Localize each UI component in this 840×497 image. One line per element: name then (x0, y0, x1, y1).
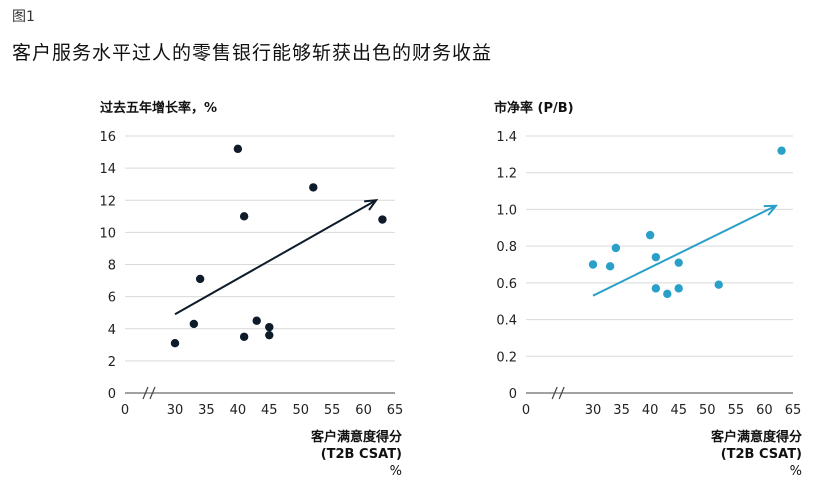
data-point (265, 330, 274, 340)
y-tick-label: 0.4 (496, 314, 517, 329)
x-tick-label: 35 (198, 403, 215, 418)
y-axis-label: 过去五年增长率，% (100, 100, 217, 116)
y-tick-label: 2 (108, 355, 116, 370)
y-tick-label: 14 (99, 162, 116, 177)
x-tick-label: 60 (355, 403, 372, 418)
y-tick-label: 0 (509, 387, 517, 402)
y-axis-label: 市净率 (P/B) (494, 100, 574, 116)
data-point (674, 284, 683, 293)
x-tick-label: 0 (522, 403, 530, 418)
data-point (645, 230, 655, 240)
x-tick-label: 50 (292, 403, 309, 418)
y-tick-label: 10 (99, 226, 116, 241)
x-tick-label: 55 (728, 403, 745, 418)
trend-arrowhead (763, 204, 779, 216)
trend-line (592, 204, 777, 297)
data-point (588, 260, 598, 269)
data-point (309, 183, 318, 192)
data-point (239, 212, 249, 221)
data-point (777, 146, 786, 155)
data-point (651, 284, 661, 293)
y-tick-label: 8 (108, 259, 116, 274)
x-tick-label: 30 (585, 403, 602, 418)
data-point (195, 274, 205, 284)
x-axis-label: 客户满意度得分 (711, 429, 802, 445)
data-point (714, 280, 723, 289)
trend-line (174, 199, 377, 316)
x-axis-label: 客户满意度得分 (311, 429, 402, 445)
data-point (189, 319, 199, 329)
x-tick-label: 45 (670, 403, 687, 418)
y-tick-label: 0.2 (496, 350, 517, 365)
x-axis-label: (T2B CSAT) (321, 447, 402, 462)
data-point (265, 322, 274, 332)
x-tick-label: 45 (261, 403, 278, 418)
y-tick-label: 0.6 (496, 277, 517, 292)
data-point (378, 215, 387, 224)
data-point (651, 252, 661, 262)
data-point (252, 316, 261, 325)
x-tick-label: 40 (642, 403, 659, 418)
data-point (605, 262, 615, 271)
trend-arrowhead (364, 199, 379, 211)
data-point (233, 144, 243, 154)
x-axis-label: % (790, 464, 802, 479)
page-title: 客户服务水平过人的零售银行能够斩获出色的财务收益 (12, 42, 493, 64)
y-tick-label: 1.2 (496, 167, 517, 182)
y-tick-label: 1.0 (496, 203, 517, 218)
data-point (611, 243, 621, 253)
x-tick-label: 65 (785, 403, 802, 418)
x-tick-label: 50 (699, 403, 716, 418)
axis-break-mark (558, 386, 565, 400)
data-point (239, 332, 249, 341)
x-tick-label: 65 (387, 403, 404, 418)
axis-break-mark (551, 386, 558, 400)
x-axis-label: % (390, 464, 402, 479)
data-point (170, 339, 180, 348)
x-tick-label: 60 (756, 403, 773, 418)
y-tick-label: 6 (108, 291, 116, 306)
data-point (674, 258, 683, 267)
y-tick-label: 16 (99, 130, 116, 145)
data-point (663, 289, 672, 299)
x-axis-label: (T2B CSAT) (721, 447, 802, 462)
x-tick-label: 30 (167, 403, 184, 418)
y-tick-label: 4 (108, 323, 116, 338)
x-tick-label: 55 (324, 403, 341, 418)
x-tick-label: 35 (613, 403, 630, 418)
x-tick-label: 40 (230, 403, 247, 418)
y-tick-label: 12 (99, 194, 116, 209)
y-tick-label: 1.4 (496, 130, 517, 145)
y-tick-label: 0 (108, 387, 116, 402)
y-tick-label: 0.8 (496, 240, 517, 255)
axis-break-mark (149, 386, 156, 400)
axis-break-mark (142, 386, 149, 400)
figure-label: 图1 (12, 9, 35, 25)
x-tick-label: 0 (121, 403, 129, 418)
